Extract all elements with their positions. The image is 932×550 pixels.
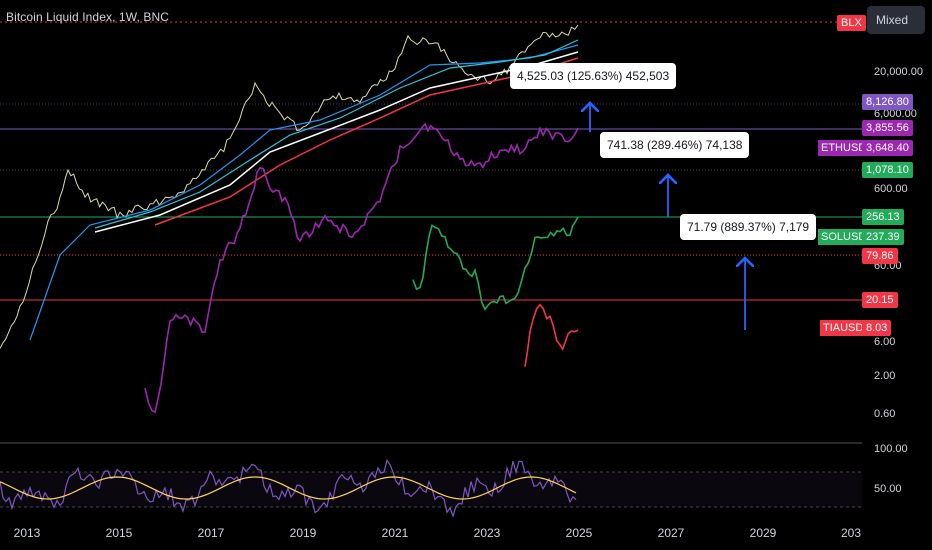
symbol-label-eth: ETHUSD: [818, 140, 870, 156]
price-label-tia: 8.03: [862, 320, 892, 336]
scale-mode-button[interactable]: Mixed: [867, 6, 925, 34]
rsi-signal-line: [0, 476, 577, 500]
year-label: 2015: [105, 526, 133, 540]
price-label-sol-line: 237.39: [862, 229, 904, 245]
ema-blue-line: [29, 44, 579, 341]
year-label: 2025: [565, 526, 593, 540]
rsi-oscillator: [0, 458, 862, 518]
price-tick: 2.00: [874, 370, 896, 382]
oscillator-tick: 100.00: [874, 443, 908, 455]
price-label-eth-line: 3,648.40: [862, 140, 913, 156]
price-tick: 6,000.00: [874, 108, 917, 120]
year-label: 2023: [473, 526, 501, 540]
year-label: 203: [840, 526, 862, 540]
measure-label-sol: 71.79 (889.37%) 7,179: [680, 214, 817, 240]
price-label-sol: 256.13: [862, 209, 904, 225]
measure-label-btc: 4,525.03 (125.63%) 452,503: [510, 63, 677, 89]
year-label: 2017: [197, 526, 225, 540]
year-label: 2029: [749, 526, 777, 540]
sol-price-line: [412, 216, 579, 311]
measure-label-eth: 741.38 (289.46%) 74,138: [600, 132, 750, 158]
price-tick: 6.00: [874, 336, 896, 348]
year-label: 2021: [381, 526, 409, 540]
price-label-ref-1: 1,078.10: [862, 162, 913, 178]
price-tick: 20,000.00: [874, 66, 923, 78]
symbol-label-sol: SOLUSD: [818, 229, 870, 245]
price-label-ref-3: 20.15: [862, 292, 898, 308]
tia-price-line: [524, 303, 579, 367]
year-label: 2019: [289, 526, 317, 540]
measure-arrows: [532, 70, 745, 330]
rsi-line: [0, 458, 577, 518]
symbol-badge-blx: BLX: [837, 15, 866, 31]
price-tick: 600.00: [874, 183, 908, 195]
price-label-ref-2: 79.86: [862, 248, 898, 264]
price-label-blx: 8,126.80: [862, 94, 913, 110]
price-tick: 0.60: [874, 408, 896, 420]
symbol-label-tia: TIAUSD: [820, 320, 867, 336]
year-label: 2027: [657, 526, 685, 540]
chart-canvas[interactable]: [0, 0, 862, 518]
eth-price-line: [144, 122, 579, 414]
ema-cyan-line: [94, 39, 579, 229]
ma-white-line: [94, 51, 579, 233]
time-axis[interactable]: 2013 2015 2017 2019 2021 2023 2025 2027 …: [0, 518, 862, 550]
chart-title: Bitcoin Liquid Index, 1W, BNC: [6, 10, 169, 24]
price-series: [0, 24, 579, 414]
year-label: 2013: [13, 526, 41, 540]
oscillator-tick: 50.00: [874, 483, 902, 495]
price-label-eth: 3,855.56: [862, 120, 913, 136]
